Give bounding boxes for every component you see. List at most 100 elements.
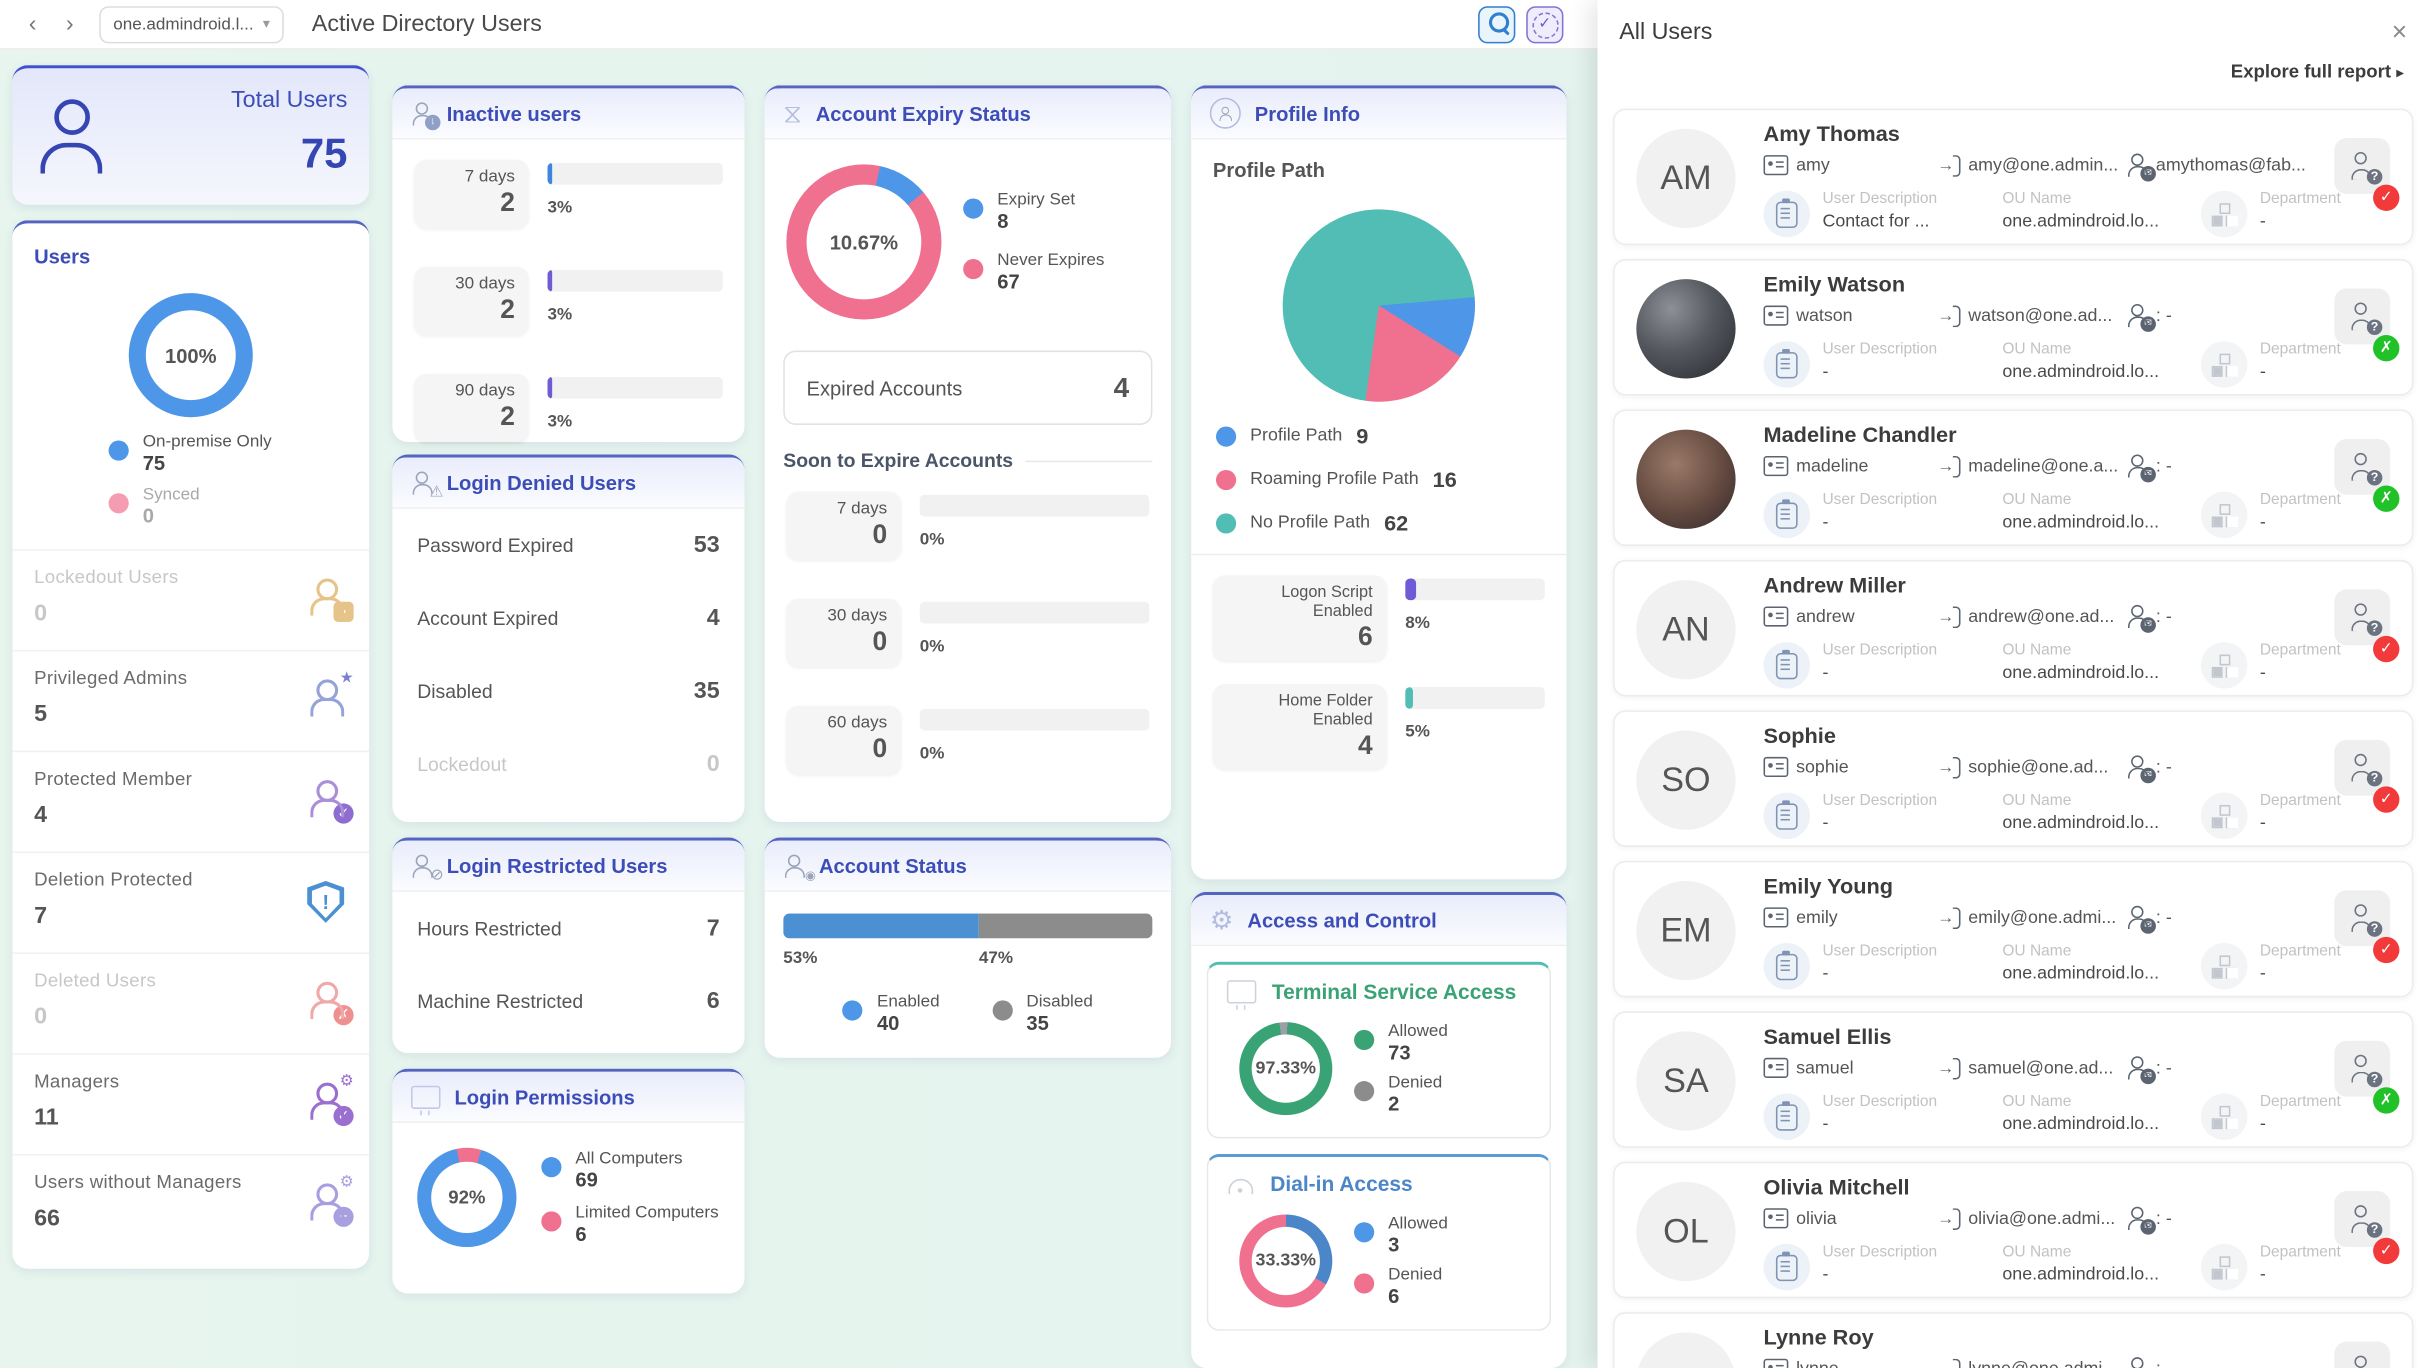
- user-row[interactable]: LY Lynne Roy lynne → lynne@one.admi... ✉:…: [1613, 1312, 2414, 1368]
- close-icon[interactable]: ×: [2391, 17, 2408, 47]
- row-label: Account Expired: [417, 607, 559, 629]
- terminal-percent: 97.33%: [1255, 1059, 1317, 1078]
- verify-button[interactable]: ✓: [1526, 6, 1564, 44]
- account-name: lynne: [1796, 1359, 1839, 1368]
- denied-row: Disabled 35: [392, 655, 744, 728]
- user-row[interactable]: OL Olivia Mitchell olivia → olivia@one.ad…: [1613, 1161, 2414, 1299]
- user-row[interactable]: Madeline Chandler madeline → madeline@one…: [1613, 409, 2414, 546]
- dialin-donut-chart: 33.33%: [1239, 1214, 1333, 1308]
- user-row[interactable]: SO Sophie sophie → sophie@one.ad... ✉: - …: [1613, 710, 2414, 847]
- bar-percent: 0%: [919, 530, 945, 550]
- expired-label: Expired Accounts: [806, 376, 963, 400]
- all-users-panel: All Users × Explore full report ▸ AM Amy…: [1597, 0, 2432, 1368]
- user-email: : -: [2155, 908, 2172, 927]
- stat-subicon2: ⚙: [339, 1073, 354, 1091]
- permissions-percent: 92%: [448, 1186, 486, 1209]
- user-row[interactable]: Emily Watson watson → watson@one.ad... ✉:…: [1613, 259, 2414, 396]
- stat-row: Protected Member 4 ✓: [12, 750, 370, 852]
- user-question-button[interactable]: ?: [2334, 1341, 2391, 1368]
- bar-fill: [547, 162, 553, 185]
- users-card-title: Users: [34, 245, 91, 269]
- dialin-title: Dial-in Access: [1270, 1172, 1413, 1196]
- bar-fill: [547, 269, 553, 292]
- explore-full-report-link[interactable]: Explore full report ▸: [2230, 60, 2405, 83]
- legend-never-expires: Never Expires 67: [963, 251, 1104, 293]
- ou-value: one.admindroid.lo...: [2002, 663, 2160, 683]
- check-circle-icon: ✓: [1531, 11, 1558, 38]
- bar-fill: [547, 376, 553, 399]
- login-arrow-icon: →: [1937, 1357, 1961, 1368]
- user-mail-icon: ✉: [2126, 1206, 2156, 1235]
- bar-value: 4: [1357, 730, 1373, 760]
- bar-track: [547, 269, 723, 292]
- user-mail-icon: ✉: [2126, 303, 2156, 332]
- forward-button[interactable]: ›: [52, 6, 87, 42]
- clipboard-icon: [1775, 1100, 1798, 1130]
- legend-label: Limited Computers: [575, 1203, 719, 1223]
- user-name: Emily Watson: [1763, 271, 1906, 297]
- legend-value: 9: [1356, 423, 1369, 449]
- desc-value: -: [1822, 513, 1829, 532]
- card-title: Access and Control: [1247, 908, 1437, 932]
- monitor-icon: [411, 1084, 441, 1115]
- user-question-icon: ?: [2350, 151, 2383, 185]
- legend-label: Synced: [142, 485, 200, 505]
- period-label: 60 days: [827, 713, 888, 733]
- department-value: -: [2259, 362, 2266, 382]
- avatar: [1636, 279, 1736, 379]
- user-name: Emily Young: [1763, 873, 1894, 899]
- permissions-donut-chart: 92%: [417, 1147, 517, 1248]
- user-row[interactable]: AM Amy Thomas amy → amy@one.admin... ✉ amy…: [1613, 108, 2414, 246]
- ou-label: OU Name: [2002, 1243, 2072, 1261]
- row-value: 0: [706, 750, 720, 778]
- legend-label: Roaming Profile Path: [1250, 469, 1419, 489]
- user-question-button[interactable]: ?: [2334, 739, 2391, 796]
- ou-label: OU Name: [2002, 792, 2072, 810]
- id-card-icon: [1763, 1208, 1789, 1229]
- domain-selector[interactable]: one.admindroid.l... ▾: [99, 5, 284, 43]
- legend-label: All Computers: [575, 1149, 683, 1168]
- department-value: -: [2259, 1265, 2266, 1285]
- restricted-row: Machine Restricted 6: [392, 965, 744, 1038]
- user-row[interactable]: EM Emily Young emily → emily@one.admi... …: [1613, 860, 2414, 998]
- profile-path-legend: Profile Path 9 Roaming Profile Path 16 N…: [1191, 423, 1566, 535]
- department-label: Department: [2259, 491, 2341, 509]
- total-users-label: Total Users: [231, 86, 348, 114]
- search-button[interactable]: [1478, 6, 1516, 44]
- row-value: 35: [693, 677, 720, 705]
- user-row[interactable]: SA Samuel Ellis samuel → samuel@one.ad...…: [1613, 1011, 2414, 1148]
- bar-label: Logon Script Enabled: [1281, 583, 1373, 621]
- login-arrow-icon: →: [1937, 154, 1961, 177]
- bar-track: [919, 708, 1150, 731]
- login-arrow-icon: →: [1937, 1057, 1961, 1079]
- account-expiry-card: ⧖ Account Expiry Status 10.67% Expiry Se…: [764, 85, 1172, 823]
- user-question-button[interactable]: ?: [2334, 438, 2391, 495]
- account-name: olivia: [1796, 1209, 1837, 1228]
- status-badge: [2373, 786, 2400, 813]
- legend-dot: [1354, 1222, 1375, 1243]
- stat-icon: ★: [310, 671, 354, 717]
- bar-track: [547, 376, 723, 399]
- user-email: : -: [2155, 456, 2172, 476]
- stat-icon: •: [310, 578, 354, 622]
- login-name: andrew@one.ad...: [1968, 607, 2115, 626]
- stat-label: Deleted Users: [34, 969, 157, 992]
- card-title: Account Expiry Status: [815, 101, 1031, 125]
- back-button[interactable]: ‹: [15, 6, 50, 42]
- users-donut-percent: 100%: [164, 343, 217, 367]
- user-row[interactable]: AN Andrew Miller andrew → andrew@one.ad..…: [1613, 559, 2414, 697]
- legend-terminal-allowed: Allowed 73: [1354, 1022, 1448, 1064]
- description-icon-circle: [1763, 642, 1811, 689]
- legend-disabled: Disabled 35: [992, 993, 1093, 1035]
- legend-expiry-set: Expiry Set 8: [963, 191, 1104, 233]
- inactive-users-card: ↓ Inactive users 7 days 2 3%: [392, 85, 745, 443]
- desc-value: -: [1822, 964, 1829, 984]
- department-value: -: [2259, 663, 2266, 683]
- row-value: 4: [706, 604, 720, 632]
- legend-terminal-denied: Denied 2: [1354, 1073, 1448, 1115]
- stat-row: Deleted Users 0 ✗: [12, 952, 370, 1053]
- legend-value: 16: [1432, 466, 1457, 492]
- legend-label: Profile Path: [1250, 426, 1343, 446]
- user-rows: AM Amy Thomas amy → amy@one.admin... ✉ amy…: [1613, 108, 2414, 1368]
- card-title: Login Permissions: [454, 1084, 635, 1109]
